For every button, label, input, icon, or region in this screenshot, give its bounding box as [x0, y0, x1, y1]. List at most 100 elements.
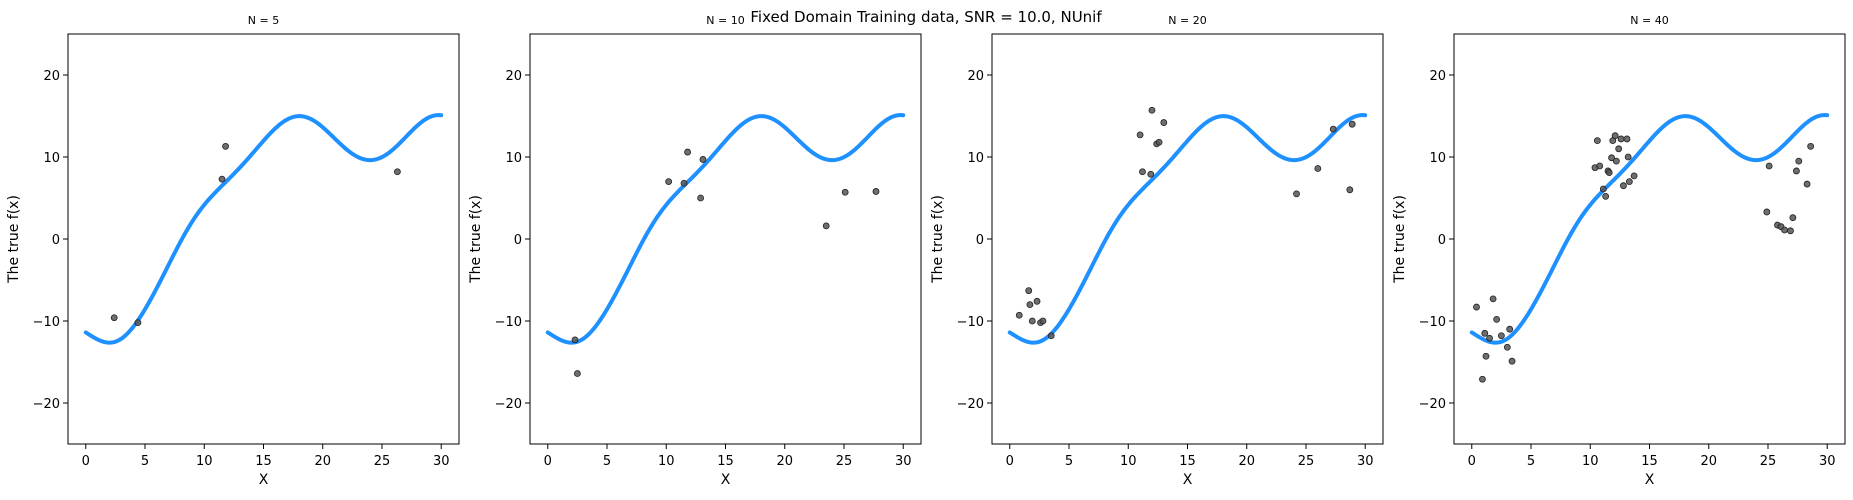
data-point — [1781, 226, 1788, 234]
data-point — [571, 336, 579, 344]
data-point — [1615, 145, 1623, 153]
x-tick-label: 10 — [1582, 454, 1599, 469]
data-point — [1489, 295, 1497, 303]
data-point — [1617, 135, 1625, 143]
data-point — [1482, 352, 1490, 360]
y-axis-label: The true f(x) — [930, 195, 946, 284]
x-tick-label: 15 — [255, 454, 272, 469]
data-point — [822, 222, 830, 230]
data-point — [1787, 227, 1794, 235]
data-point — [110, 314, 118, 322]
data-point — [1293, 190, 1300, 198]
y-tick-label: 10 — [505, 151, 522, 166]
y-tick-label: −20 — [957, 397, 984, 412]
subplot-title: N = 20 — [1168, 14, 1206, 27]
data-point — [1508, 357, 1516, 365]
data-point — [1015, 311, 1023, 319]
y-axis-label: The true f(x) — [468, 195, 484, 284]
subplot-4: 0 5 10 15 20 25 30 −20 −10 0 10 20 N = 40 X The true f… — [1392, 14, 1846, 488]
data-point — [218, 175, 226, 183]
y-tick-label: 10 — [967, 151, 984, 166]
data-point — [1763, 208, 1771, 216]
data-point — [1160, 119, 1168, 126]
data-point — [1148, 106, 1156, 114]
x-tick-label: 0 — [544, 454, 552, 469]
y-tick-label: 0 — [52, 233, 60, 248]
x-tick-label: 25 — [374, 454, 391, 469]
data-point — [1605, 169, 1613, 176]
x-tick-label: 0 — [1006, 454, 1014, 469]
subplot-1: 0 5 10 15 20 25 30 −20 −10 0 10 20 N = 5 X The true f(… — [6, 14, 460, 488]
y-tick-label: 10 — [1429, 151, 1446, 166]
y-tick-label: −10 — [33, 315, 60, 330]
x-tick-label: 15 — [1641, 454, 1658, 469]
data-point — [1593, 137, 1601, 145]
figure-suptitle: Fixed Domain Training data, SNR = 10.0, … — [750, 8, 1102, 26]
y-tick-label: 0 — [514, 233, 522, 248]
x-tick-label: 15 — [1179, 454, 1196, 469]
data-point — [1793, 167, 1800, 175]
y-tick-label: −10 — [495, 315, 522, 330]
data-point — [1625, 178, 1633, 186]
data-point — [1608, 154, 1615, 162]
data-point — [1493, 315, 1501, 323]
data-point — [1803, 180, 1811, 188]
data-point — [1630, 172, 1638, 180]
x-tick-label: 5 — [1065, 454, 1073, 469]
data-point — [1612, 157, 1620, 165]
y-axis-label: The true f(x) — [1392, 195, 1408, 284]
x-axis-label: X — [721, 472, 731, 488]
data-point — [573, 370, 581, 377]
data-point — [1033, 297, 1041, 305]
true-function-line — [1469, 113, 1830, 345]
data-point — [1602, 192, 1610, 200]
data-point — [1624, 153, 1632, 161]
data-point — [1795, 157, 1803, 165]
x-tick-label: 5 — [141, 454, 149, 469]
y-tick-label: −20 — [33, 397, 60, 412]
data-point — [1136, 131, 1144, 139]
data-point — [1506, 325, 1514, 333]
x-tick-label: 25 — [836, 454, 853, 469]
data-point — [697, 194, 705, 202]
x-axis-label: X — [1645, 472, 1655, 488]
data-point — [1620, 182, 1627, 190]
data-point — [1139, 168, 1146, 176]
data-point — [1611, 132, 1619, 140]
data-point — [1039, 317, 1047, 325]
x-tick-label: 20 — [314, 454, 331, 469]
y-tick-label: −20 — [1419, 397, 1446, 412]
subplot-grid: 0 5 10 15 20 25 30 −20 −10 0 10 20 N = 5 X The true f(… — [6, 14, 1846, 488]
data-point — [1479, 375, 1486, 383]
data-point — [1314, 165, 1322, 172]
data-point — [1155, 138, 1163, 146]
y-tick-label: −20 — [495, 397, 522, 412]
subplot-title: N = 10 — [706, 14, 744, 27]
data-point — [1025, 287, 1033, 295]
data-point — [1047, 332, 1055, 340]
data-point — [1765, 162, 1773, 170]
x-tick-label: 0 — [82, 454, 90, 469]
x-tick-label: 15 — [717, 454, 734, 469]
data-point — [1503, 343, 1511, 351]
data-point — [684, 148, 691, 156]
x-tick-label: 10 — [1120, 454, 1137, 469]
y-tick-label: 0 — [976, 233, 984, 248]
x-tick-label: 5 — [603, 454, 611, 469]
data-point — [1026, 301, 1034, 309]
y-tick-label: 20 — [967, 69, 984, 84]
data-point — [680, 179, 688, 187]
subplot-2: 0 5 10 15 20 25 30 −20 −10 0 10 20 N = 10 X The true f… — [468, 14, 922, 488]
data-point — [1329, 125, 1337, 133]
y-tick-label: 0 — [1438, 233, 1446, 248]
y-axis-label: The true f(x) — [6, 195, 22, 284]
data-point — [222, 142, 229, 150]
x-tick-label: 20 — [1238, 454, 1255, 469]
data-point — [699, 156, 707, 163]
data-point — [1623, 135, 1631, 143]
x-tick-label: 20 — [776, 454, 793, 469]
subplot-title: N = 40 — [1630, 14, 1668, 27]
x-tick-label: 25 — [1760, 454, 1777, 469]
subplot-title: N = 5 — [248, 14, 279, 27]
